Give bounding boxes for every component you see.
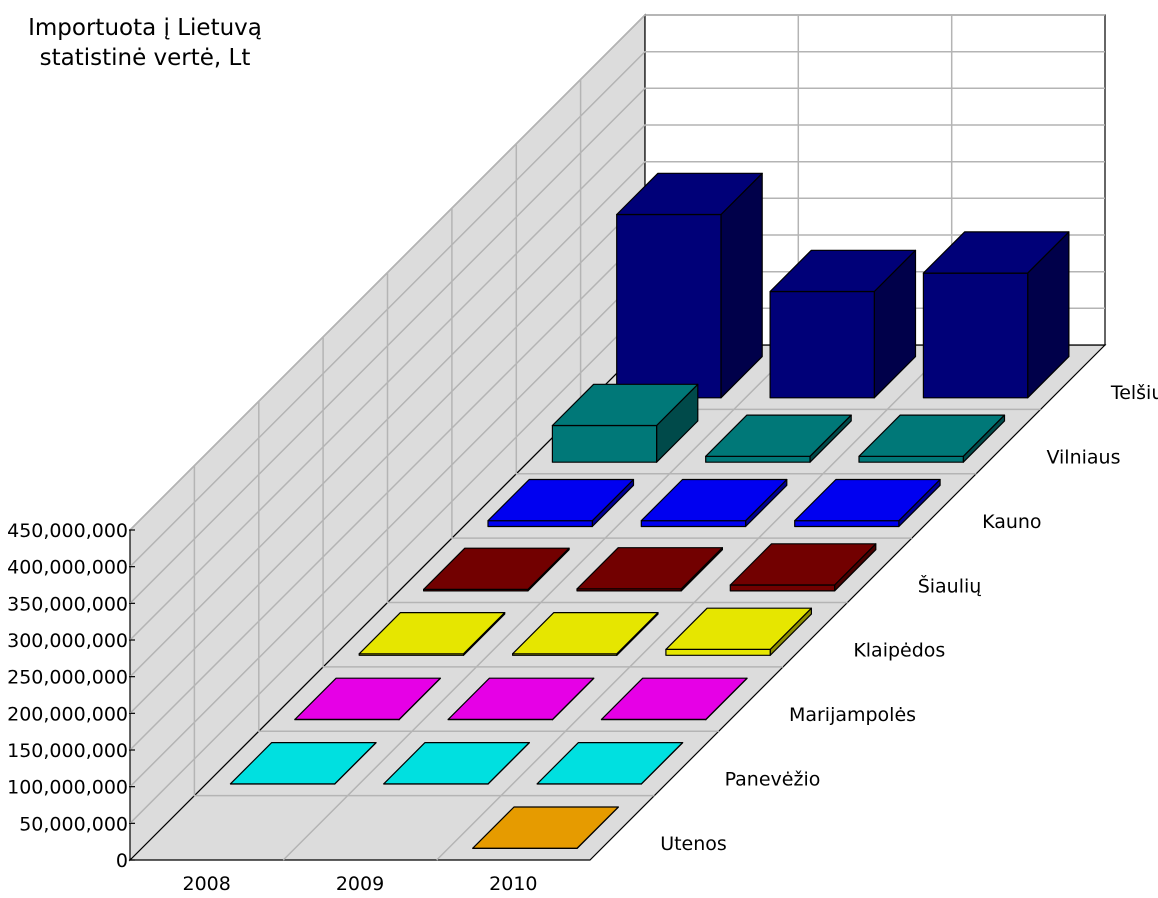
bar-front-face [552, 426, 656, 463]
series-label: Šiaulių [918, 573, 982, 597]
bar-front-face [488, 521, 592, 527]
bar-front-face [770, 292, 874, 398]
series-label: Telšių [1110, 382, 1158, 404]
x-category-label: 2008 [182, 873, 230, 893]
series-label: Vilniaus [1046, 447, 1120, 469]
series-label: Marijampolės [789, 704, 916, 726]
bar-front-face [617, 215, 721, 398]
bar-front-face [730, 585, 834, 591]
x-category-label: 2010 [489, 873, 537, 893]
y-axis-ticks: 0 50,000,000 100,000,000 150,000,000 200,000… [7, 520, 135, 872]
y-tick-label: 0 [116, 850, 128, 872]
bar-Telšių-2008 [617, 173, 763, 397]
y-tick-label: 200,000,000 [7, 703, 128, 725]
x-category-label: 2009 [336, 873, 384, 893]
bar-front-face [795, 521, 899, 527]
bar-Telšių-2010 [923, 232, 1069, 398]
series-label: Panevėžio [725, 768, 821, 790]
y-tick-label: 300,000,000 [7, 630, 128, 652]
y-tick-label: 450,000,000 [7, 520, 128, 542]
y-tick-label: 400,000,000 [7, 557, 128, 579]
bar-front-face [666, 649, 770, 655]
bar-front-face [641, 521, 745, 527]
y-axis-title-line-2: statistinė vertė, Lt [40, 45, 251, 71]
series-label: Klaipėdos [853, 640, 945, 662]
y-tick-label: 350,000,000 [7, 593, 128, 615]
y-tick-label: 250,000,000 [7, 667, 128, 689]
bar-front-face [706, 456, 810, 462]
y-tick-label: 50,000,000 [19, 813, 128, 835]
series-label: Utenos [660, 833, 727, 855]
y-tick-label: 100,000,000 [7, 777, 128, 799]
x-axis-categories: 2008 2009 2010 [182, 873, 537, 893]
series-label: Kauno [982, 511, 1041, 533]
y-tick-label: 150,000,000 [7, 740, 128, 762]
bar-Telšių-2009 [770, 250, 915, 397]
bar-front-face [923, 273, 1027, 398]
y-axis-title-line-1: Importuota į Lietuvą [28, 15, 262, 41]
bar-front-face [859, 456, 963, 462]
